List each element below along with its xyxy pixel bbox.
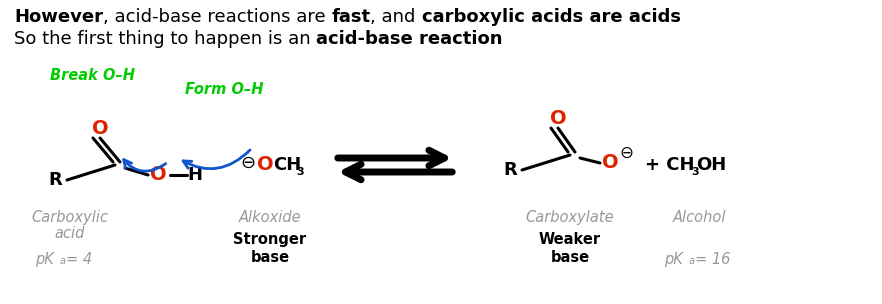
Text: fast: fast [332,8,370,26]
Text: acid-base reaction: acid-base reaction [317,30,503,48]
Text: Alkoxide: Alkoxide [239,210,302,225]
Text: However: However [14,8,103,26]
Text: a: a [60,256,66,266]
Text: base: base [550,250,589,265]
Text: Carboxylate: Carboxylate [526,210,614,225]
Text: 3: 3 [691,167,699,177]
Text: , and: , and [370,8,422,26]
Text: + CH: + CH [645,156,694,174]
Text: ⊖: ⊖ [619,144,633,162]
Text: R: R [503,161,517,179]
Text: Carboxylic: Carboxylic [32,210,108,225]
Text: O: O [257,156,273,174]
Text: acid: acid [55,226,86,241]
Text: 3: 3 [296,167,303,177]
Text: ⊖: ⊖ [241,154,256,172]
Text: pK: pK [664,252,683,267]
Text: base: base [250,250,289,265]
Text: , acid-base reactions are: , acid-base reactions are [103,8,332,26]
Text: Alcohol: Alcohol [673,210,727,225]
Text: O: O [549,109,566,127]
Text: Weaker: Weaker [539,232,601,247]
FancyArrowPatch shape [123,160,166,171]
FancyArrowPatch shape [183,150,250,169]
Text: Form O–H: Form O–H [185,82,264,97]
Text: So the first thing to happen is an: So the first thing to happen is an [14,30,317,48]
Text: R: R [49,171,62,189]
Text: Stronger: Stronger [234,232,307,247]
Text: CH: CH [273,156,302,174]
Text: H: H [188,166,203,184]
Text: Break O–H: Break O–H [50,68,135,83]
Text: OH: OH [696,156,726,174]
Text: O: O [602,154,618,172]
Text: O: O [92,119,108,137]
Text: a: a [689,256,695,266]
Text: carboxylic acids are acids: carboxylic acids are acids [422,8,681,26]
Text: = 16: = 16 [695,252,730,267]
Text: = 4: = 4 [66,252,92,267]
Text: O: O [150,165,167,185]
Text: pK: pK [35,252,54,267]
